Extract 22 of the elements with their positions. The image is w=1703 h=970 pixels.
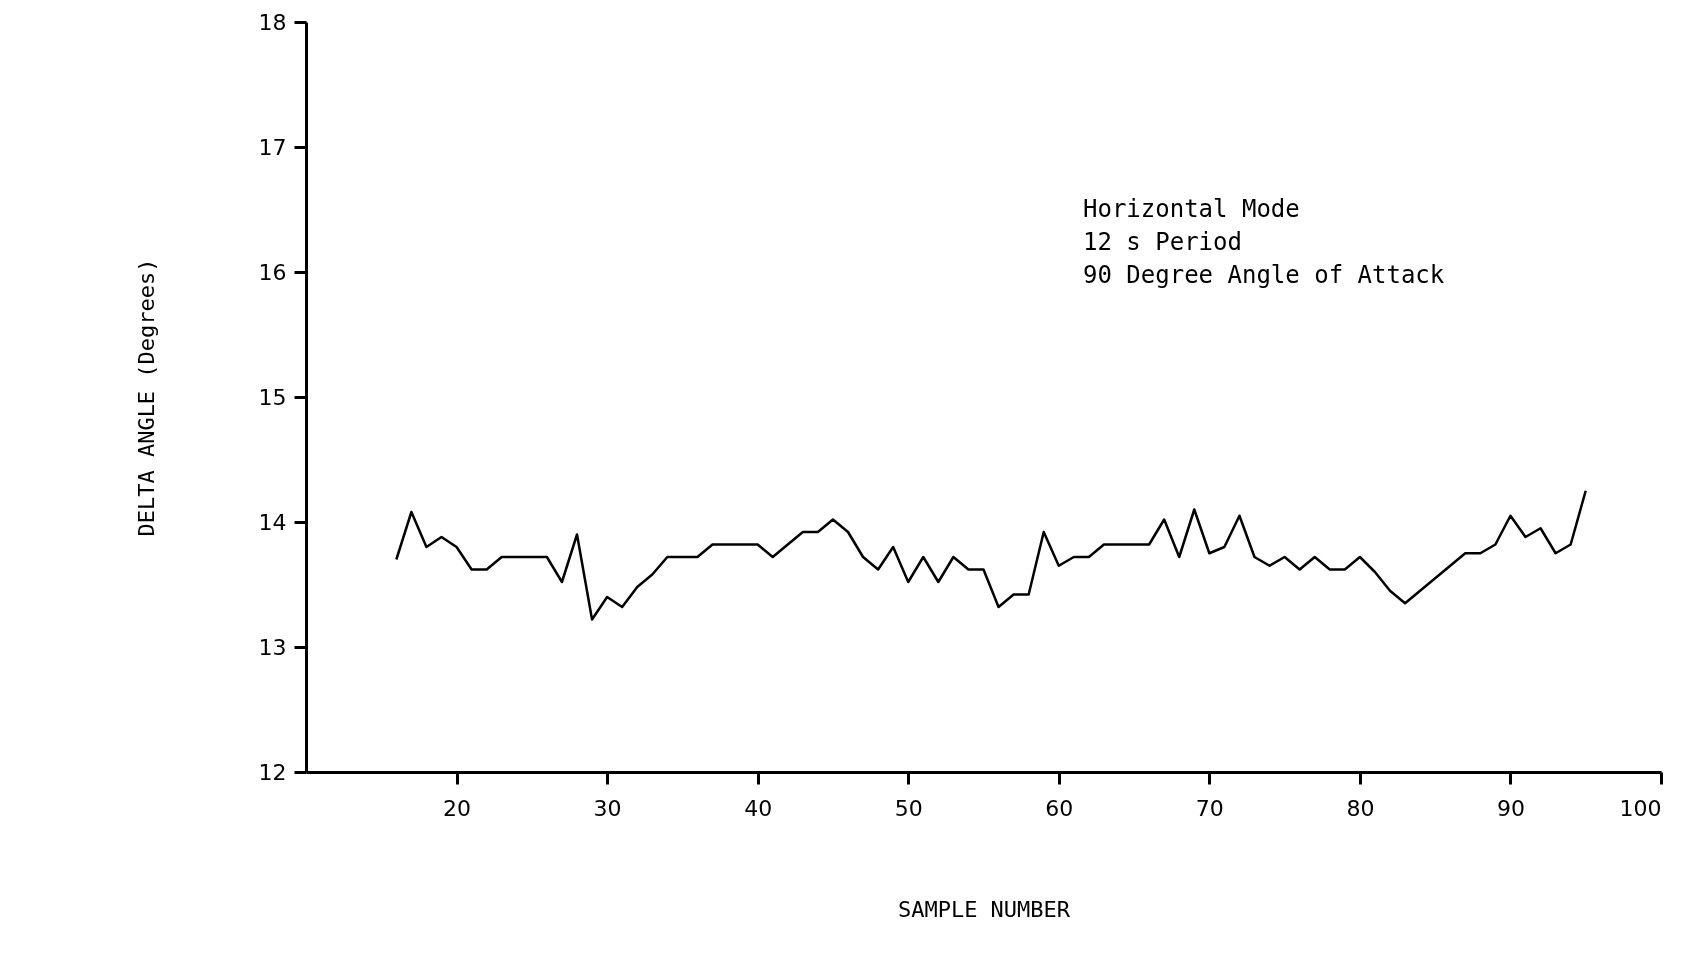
x-tick-label: 30 <box>593 795 622 821</box>
y-tick-label: 18 <box>258 9 287 35</box>
y-tick-label: 16 <box>258 259 287 285</box>
x-tick-label: 80 <box>1346 795 1375 821</box>
x-tick-label: 50 <box>894 795 923 821</box>
x-tick-label: 60 <box>1045 795 1074 821</box>
annotation: 90 Degree Angle of Attack <box>1083 261 1445 289</box>
x-tick-label: 20 <box>443 795 472 821</box>
y-tick-label: 14 <box>258 509 287 535</box>
x-tick-label: 70 <box>1195 795 1224 821</box>
y-tick-label: 12 <box>258 759 287 785</box>
y-tick-label: 13 <box>258 634 287 660</box>
y-axis-title: DELTA ANGLE (Degrees) <box>133 258 159 537</box>
x-tick-label: 90 <box>1496 795 1525 821</box>
x-axis-title: SAMPLE NUMBER <box>897 896 1071 922</box>
x-tick-label: 40 <box>744 795 773 821</box>
annotation: Horizontal Mode <box>1083 195 1300 223</box>
x-tick-label: 100 <box>1619 795 1662 821</box>
y-tick-label: 17 <box>258 134 287 160</box>
line-series <box>395 489 1587 621</box>
y-tick-label: 15 <box>258 384 287 410</box>
annotation: 12 s Period <box>1083 228 1242 256</box>
